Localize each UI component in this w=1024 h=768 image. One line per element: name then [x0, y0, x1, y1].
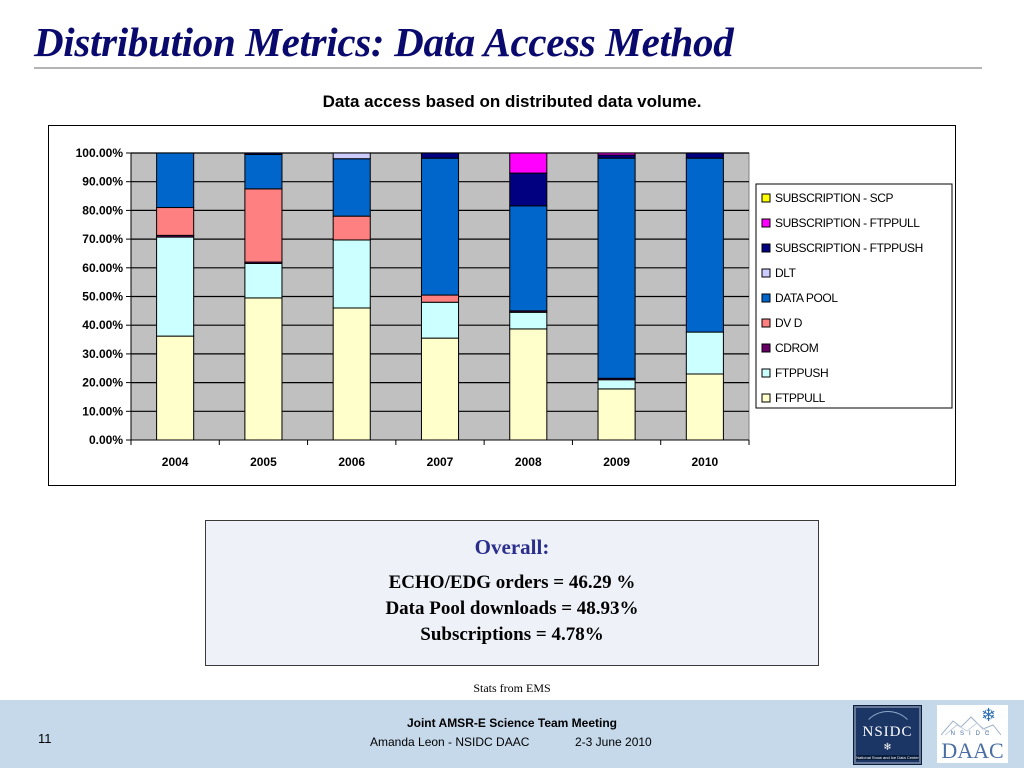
nsidc-daac-logo: ❄ NSIDC DAAC [937, 705, 1008, 763]
legend-label: FTPPULL [775, 391, 826, 405]
legend-label: DLT [775, 266, 797, 280]
globe-arc-icon [860, 711, 916, 767]
bar-segment-2006-ftppull [332, 307, 371, 441]
legend-swatch [761, 293, 771, 303]
bar-segment-2005-subscription-ftppush [244, 152, 283, 155]
legend-label: FTPPUSH [775, 366, 828, 380]
bar-segment-2005-datapool [244, 153, 283, 190]
summary-box: Overall: ECHO/EDG orders = 46.29 % Data … [205, 520, 819, 666]
bar-segment-2006-dlt [332, 152, 371, 160]
bar-segment-2008-datapool [509, 205, 548, 312]
summary-echo-edg-orders: ECHO/EDG orders = 46.29 % [388, 572, 636, 593]
x-tick-label: 2010 [692, 455, 719, 469]
x-tick-label: 2004 [162, 455, 189, 469]
bar-segment-2007-dvd [420, 294, 460, 303]
bar-segment-2004-datapool [156, 152, 195, 209]
bar-segment-2007-subscription-ftppush [420, 152, 460, 159]
legend-swatch [761, 268, 771, 278]
bar-segment-2007-datapool [420, 157, 460, 296]
footer-date: 2-3 June 2010 [575, 735, 652, 749]
nsidc-logo-text: NSIDC [862, 724, 913, 740]
bar-segment-2006-datapool [332, 158, 371, 217]
bar-segment-2010-subscription-ftppush [685, 152, 724, 159]
x-tick-label: 2005 [250, 455, 277, 469]
y-tick-label: 20.00% [82, 376, 123, 390]
x-tick-label: 2006 [338, 455, 365, 469]
bar-segment-2004-ftppush [156, 236, 195, 337]
bar-segment-2005-dvd [244, 188, 283, 263]
y-tick-label: 60.00% [82, 261, 123, 275]
daac-logo-text: DAAC [941, 738, 1004, 763]
snowflake-icon: ❄ [981, 705, 997, 725]
slide-number: 11 [38, 731, 52, 746]
mountain-icon [941, 716, 1001, 736]
legend-swatch [761, 193, 771, 203]
legend-swatch [761, 318, 771, 328]
title-divider [34, 67, 982, 69]
bar-segment-2007-ftppull [420, 337, 460, 441]
y-tick-label: 30.00% [82, 347, 123, 361]
x-tick-label: 2009 [603, 455, 630, 469]
x-tick-label: 2007 [427, 455, 454, 469]
bar-segment-2010-ftppull [685, 373, 724, 441]
summary-subscriptions: Subscriptions = 4.78% [420, 624, 604, 645]
summary-title: Overall: [474, 535, 550, 559]
x-tick-label: 2008 [515, 455, 542, 469]
legend-swatch [761, 343, 771, 353]
legend-swatch [761, 218, 771, 228]
chart-heading: Data access based on distributed data vo… [322, 92, 702, 111]
legend-label: SUBSCRIPTION - FTPPULL [775, 216, 920, 230]
bar-segment-2008-ftppush [509, 311, 548, 330]
y-tick-label: 10.00% [82, 404, 123, 418]
summary-data-pool-downloads: Data Pool downloads = 48.93% [385, 598, 639, 619]
y-tick-label: 90.00% [82, 175, 123, 189]
bar-segment-2005-ftppush [244, 262, 283, 299]
bar-segment-2008-subscription-ftppull [509, 152, 548, 174]
legend-label: SUBSCRIPTION - SCP [775, 191, 894, 205]
bar-segment-2009-datapool [597, 157, 636, 379]
bar-segment-2004-ftppull [156, 335, 195, 441]
footer-author: Amanda Leon - NSIDC DAAC [370, 735, 530, 749]
y-tick-label: 40.00% [82, 318, 123, 332]
legend-label: SUBSCRIPTION - FTPPUSH [775, 241, 923, 255]
y-tick-label: 80.00% [82, 203, 123, 217]
legend-label: DV D [775, 316, 803, 330]
y-tick-label: 100.00% [76, 146, 124, 160]
nsidc-logo-tagline: National Snow and Ice Data Center [856, 755, 919, 760]
stacked-bar-chart: 0.00% 10.00% 20.00% 30.00% 40.00% 50.00% 60.00… [76, 146, 953, 469]
bar-segment-2008-ftppull [509, 328, 548, 441]
legend-swatch [761, 243, 771, 253]
slide-title: Distribution Metrics: Data Access Method [34, 19, 734, 65]
chart-container: 0.00% 10.00% 20.00% 30.00% 40.00% 50.00% 60.00… [48, 125, 956, 486]
legend-box [755, 183, 953, 409]
bar-segment-2009-ftppush [597, 379, 636, 390]
source-note: Stats from EMS [473, 681, 551, 695]
bar-segment-2010-ftppush [685, 331, 724, 375]
legend-label: DATA POOL [775, 291, 838, 305]
daac-logo-small-text: NSIDC [950, 731, 995, 737]
y-tick-label: 0.00% [89, 433, 123, 447]
y-tick-label: 50.00% [82, 290, 123, 304]
bar-segment-2004-dvd [156, 207, 195, 236]
snowflake-icon: ❄ [883, 742, 892, 753]
y-tick-label: 70.00% [82, 232, 123, 246]
legend-swatch [761, 393, 771, 403]
bar-segment-2009-subscription-ftppull [597, 152, 636, 156]
footer-meeting-title: Joint AMSR-E Science Team Meeting [406, 716, 618, 730]
bar-segment-2006-ftppush [332, 239, 371, 309]
nsidc-logo: NSIDC ❄ National Snow and Ice Data Cente… [853, 705, 922, 765]
footer: 11 Joint AMSR-E Science Team Meeting Ama… [0, 700, 1024, 768]
legend-label: CDROM [775, 341, 819, 355]
bar-segment-2008-subscription-ftppush [509, 172, 548, 207]
legend-swatch [761, 368, 771, 378]
bar-segment-2010-datapool [685, 157, 724, 333]
bar-segment-2009-ftppull [597, 388, 636, 441]
bar-segment-2006-dvd [332, 215, 371, 241]
bar-segment-2005-ftppull [244, 297, 283, 441]
bar-segment-2007-ftppush [420, 301, 460, 339]
